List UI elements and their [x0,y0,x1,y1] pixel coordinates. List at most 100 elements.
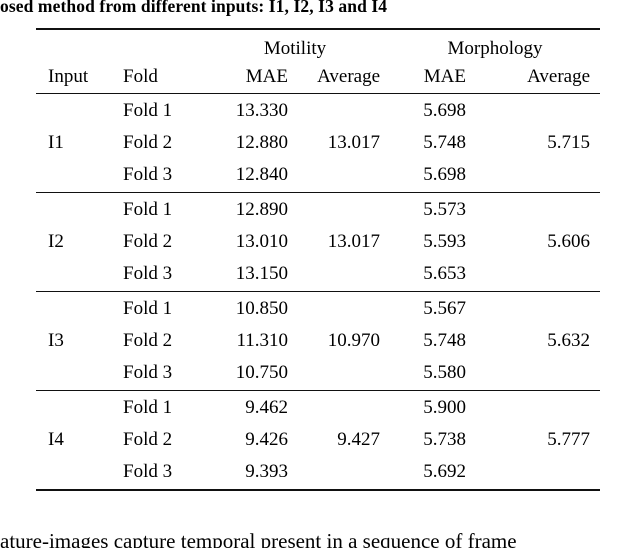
motility-mae-cell: 12.890 [235,199,288,221]
morphology-mae-cell: 5.900 [423,397,467,419]
input-group-I4: Fold 1 9.462 5.900 I4 Fold 2 9.426 9.427… [36,390,601,490]
input-cell [36,391,110,424]
morphology-average-cell [490,193,600,226]
input-cell: I4 [48,429,64,450]
input-group-I1: Fold 1 13.330 5.698 I1 Fold 2 12.880 13.… [36,94,600,193]
morphology-mae-cell: 5.748 [423,132,467,153]
table-row: Fold 1 10.850 5.567 [36,292,600,325]
input-cell [36,160,110,193]
fold-cell: Fold 2 [123,429,173,450]
table-caption-title: osed method from different inputs: I1, I… [0,0,388,16]
motility-average-cell [305,457,390,490]
motility-mae-cell: 11.310 [236,330,288,351]
morphology-average-cell [490,358,600,391]
input-group-I3: Fold 1 10.850 5.567 I3 Fold 2 11.310 10.… [36,291,601,391]
motility-average-cell [305,160,390,193]
fold-cell: Fold 1 [123,298,173,320]
motility-average-cell [305,391,390,424]
morphology-mae-cell: 5.593 [423,231,467,252]
morphology-mae-cell: 5.748 [423,330,467,351]
column-header-row: Input Fold MAE Average MAE Average [36,60,600,94]
morphology-average-cell: 5.715 [547,132,591,153]
group-header-row: Motility Morphology [36,29,600,60]
fold-cell: Fold 3 [123,461,173,482]
body-text-fragment: ature-images capture temporal present in… [0,529,517,548]
morphology-mae-cell: 5.698 [423,164,467,186]
input-cell: I2 [48,231,64,252]
motility-mae-cell: 13.150 [235,263,288,285]
morphology-mae-cell: 5.738 [423,429,467,450]
morphology-mae-cell: 5.567 [423,298,467,320]
fold-cell: Fold 3 [123,164,173,186]
spacer-cell [36,29,110,60]
morphology-group-header: Morphology [447,38,543,59]
morphology-mae-cell: 5.580 [423,362,467,384]
morphology-average-column-header: Average [527,65,591,87]
motility-mae-cell: 10.850 [235,298,288,320]
morphology-mae-cell: 5.653 [423,263,467,285]
fold-cell: Fold 2 [123,132,173,153]
input-cell [36,94,110,127]
table-row: Fold 3 12.840 5.698 [36,160,600,193]
table-row: I2 Fold 2 13.010 13.017 5.593 5.606 [36,226,600,259]
table-row: Fold 1 9.462 5.900 [36,391,600,424]
fold-cell: Fold 2 [123,330,173,351]
motility-mae-cell: 10.750 [235,362,288,384]
table-header: Motility Morphology Input Fold MAE Avera… [36,29,601,94]
motility-average-cell [305,259,390,292]
table-row: Fold 3 13.150 5.653 [36,259,600,292]
input-cell [36,457,110,490]
table-row: I1 Fold 2 12.880 13.017 5.748 5.715 [36,127,600,160]
morphology-mae-cell: 5.573 [423,199,467,221]
input-column-header: Input [48,65,89,87]
motility-mae-cell: 12.840 [235,164,288,186]
motility-mae-cell: 13.330 [235,100,288,122]
motility-average-cell [305,193,390,226]
morphology-average-cell [490,391,600,424]
results-table-wrapper: Motility Morphology Input Fold MAE Avera… [36,28,601,491]
spacer-cell [110,29,200,60]
morphology-average-cell [490,259,600,292]
morphology-average-cell [490,160,600,193]
table-row: I3 Fold 2 11.310 10.970 5.748 5.632 [36,325,600,358]
morphology-average-cell [490,292,600,325]
motility-average-cell: 13.017 [327,231,381,252]
morphology-average-cell: 5.632 [547,330,591,351]
fold-cell: Fold 1 [123,397,173,419]
fold-cell: Fold 3 [123,263,173,285]
input-cell: I1 [48,132,64,153]
table-row: Fold 1 12.890 5.573 [36,193,600,226]
morphology-average-cell-best: 5.606 [547,231,591,252]
motility-average-cell [305,358,390,391]
morphology-average-cell [490,457,600,490]
table-row: Fold 3 9.393 5.692 [36,457,600,490]
input-cell [36,259,110,292]
motility-group-header: Motility [263,38,327,59]
motility-average-cell [305,94,390,127]
fold-cell: Fold 2 [123,231,173,252]
morphology-mae-cell: 5.698 [423,100,467,122]
input-cell: I3 [48,330,64,351]
morphology-average-cell: 5.777 [547,429,591,450]
table-row: Fold 3 10.750 5.580 [36,358,600,391]
motility-average-column-header: Average [317,65,381,87]
motility-average-cell-best: 9.427 [337,429,381,450]
input-cell [36,358,110,391]
input-cell [36,193,110,226]
motility-mae-cell: 12.880 [235,132,288,153]
table-row: I4 Fold 2 9.426 9.427 5.738 5.777 [36,424,600,457]
morphology-average-cell [490,94,600,127]
motility-mae-cell: 9.462 [245,397,288,419]
fold-column-header: Fold [123,65,158,87]
motility-mae-cell: 13.010 [235,231,288,252]
motility-mae-column-header: MAE [245,65,288,87]
input-cell [36,292,110,325]
motility-average-cell: 13.017 [327,132,381,153]
fold-cell: Fold 1 [123,199,173,221]
motility-mae-cell: 9.393 [245,461,288,482]
fold-cell: Fold 1 [123,100,173,122]
morphology-mae-cell: 5.692 [423,461,467,482]
motility-average-cell [305,292,390,325]
fold-cell: Fold 3 [123,362,173,384]
